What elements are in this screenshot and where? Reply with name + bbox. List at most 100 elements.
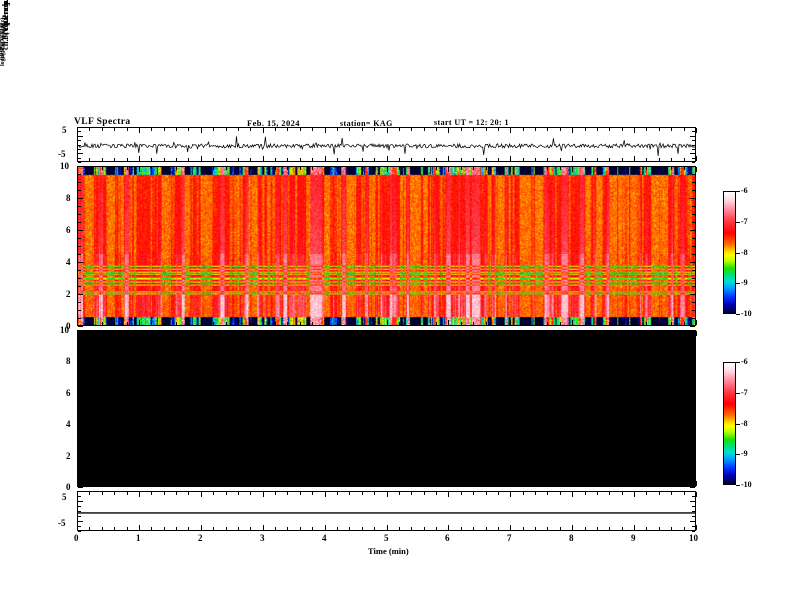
axis-tick: [300, 322, 301, 325]
axis-tick: [78, 424, 83, 425]
axis-tick: [250, 128, 251, 131]
axis-tick: [78, 511, 81, 512]
axis-tick: [646, 322, 647, 325]
axis-tick: [498, 331, 499, 334]
axis-tick-label: 10: [60, 161, 69, 171]
axis-tick: [696, 167, 697, 172]
axis-tick: [349, 167, 350, 170]
panel-ch1-voltage[interactable]: [77, 127, 696, 162]
axis-tick: [102, 492, 103, 495]
axis-tick: [659, 128, 660, 131]
panel-ch3-voltage[interactable]: [77, 491, 696, 531]
axis-tick: [349, 322, 350, 325]
axis-tick: [690, 136, 695, 137]
axis-tick: [78, 318, 81, 319]
axis-tick: [736, 424, 740, 425]
axis-tick: [671, 322, 672, 325]
axis-tick: [226, 158, 227, 161]
axis-tick: [560, 527, 561, 530]
axis-tick: [89, 322, 90, 325]
axis-tick: [77, 492, 78, 497]
axis-tick: [671, 483, 672, 486]
axis-tick: [473, 322, 474, 325]
axis-tick: [461, 483, 462, 486]
axis-tick: [275, 331, 276, 334]
axis-tick: [692, 149, 695, 150]
axis-tick: [275, 492, 276, 495]
axis-tick: [188, 158, 189, 161]
axis-tick: [690, 361, 695, 362]
axis-tick: [226, 331, 227, 334]
axis-tick: [692, 463, 695, 464]
axis-tick: [634, 128, 635, 133]
axis-tick: [250, 167, 251, 170]
axis-tick: [609, 527, 610, 530]
axis-tick: [78, 140, 81, 141]
axis-tick: [312, 483, 313, 486]
axis-tick-label: -6: [741, 357, 748, 366]
panel-ch2-spectrogram[interactable]: [77, 330, 696, 487]
ch1-colorbar[interactable]: [723, 191, 736, 314]
axis-tick: [275, 167, 276, 170]
axis-tick: [424, 483, 425, 486]
axis-tick: [78, 385, 81, 386]
axis-tick: [78, 448, 81, 449]
axis-tick: [547, 322, 548, 325]
ch1-volt-tick-5: 5: [62, 125, 67, 135]
axis-tick: [387, 156, 388, 161]
axis-tick: [696, 525, 697, 530]
axis-tick: [300, 331, 301, 334]
axis-tick: [78, 214, 81, 215]
axis-tick: [659, 158, 660, 161]
axis-tick: [535, 527, 536, 530]
panel-ch1-spectrogram[interactable]: [77, 166, 696, 326]
axis-tick: [690, 230, 695, 231]
axis-tick: [139, 525, 140, 530]
axis-tick: [78, 471, 81, 472]
axis-tick: [448, 525, 449, 530]
axis-tick: [690, 166, 695, 167]
axis-tick: [684, 158, 685, 161]
axis-tick: [78, 416, 81, 417]
axis-tick: [436, 527, 437, 530]
axis-tick: [337, 483, 338, 486]
axis-tick: [139, 492, 140, 497]
axis-tick: [448, 320, 449, 325]
axis-tick: [671, 128, 672, 131]
axis-tick: [188, 128, 189, 131]
axis-tick: [213, 158, 214, 161]
axis-tick: [362, 167, 363, 170]
axis-tick-label: 4: [322, 533, 327, 543]
axis-tick: [102, 527, 103, 530]
axis-tick: [399, 158, 400, 161]
axis-tick: [201, 128, 202, 133]
axis-tick: [692, 318, 695, 319]
axis-tick: [250, 158, 251, 161]
axis-tick: [609, 167, 610, 170]
axis-tick: [473, 167, 474, 170]
ch2-colorbar[interactable]: [723, 362, 736, 485]
axis-tick: [78, 206, 81, 207]
axis-tick: [692, 506, 695, 507]
axis-tick-label: -9: [741, 449, 748, 458]
axis-tick: [151, 158, 152, 161]
axis-tick: [78, 491, 81, 492]
axis-tick: [77, 331, 78, 336]
axis-tick: [114, 527, 115, 530]
axis-tick: [634, 525, 635, 530]
axis-tick: [692, 127, 695, 128]
axis-tick: [535, 483, 536, 486]
axis-tick: [275, 483, 276, 486]
axis-tick: [692, 278, 695, 279]
axis-tick: [89, 128, 90, 131]
axis-tick: [510, 156, 511, 161]
axis-tick: [78, 456, 83, 457]
axis-tick: [387, 128, 388, 133]
axis-tick: [78, 238, 81, 239]
axis-tick: [287, 322, 288, 325]
axis-tick: [473, 483, 474, 486]
axis-tick: [312, 167, 313, 170]
axis-tick: [486, 158, 487, 161]
axis-tick: [78, 377, 81, 378]
axis-tick: [736, 314, 740, 315]
